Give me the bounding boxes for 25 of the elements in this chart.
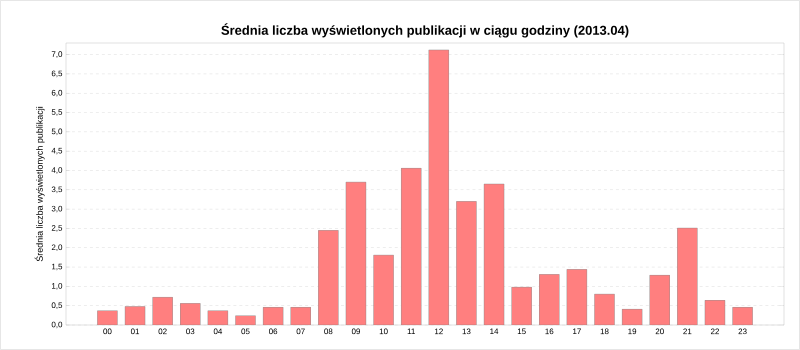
bar — [374, 255, 394, 325]
bar — [318, 230, 338, 325]
bar — [677, 228, 698, 325]
chart-title: Średnia liczba wyświetlonych publikacji w ciągu godziny (2013.04) — [221, 23, 628, 38]
bar — [428, 50, 449, 325]
bar — [180, 303, 200, 325]
bar — [208, 310, 228, 325]
bar — [152, 297, 173, 325]
bar — [594, 294, 615, 325]
bar — [290, 307, 311, 325]
bar — [704, 300, 725, 325]
bar — [650, 275, 670, 325]
bar — [566, 269, 587, 325]
bar — [512, 287, 532, 325]
bar — [539, 274, 560, 325]
bar — [622, 309, 642, 325]
y-axis-title: Średnia liczba wyświetlonych publikacji — [34, 106, 45, 262]
bar — [125, 306, 146, 325]
bar — [263, 307, 284, 325]
bar — [456, 201, 476, 325]
bar — [484, 184, 504, 325]
bar — [346, 182, 366, 325]
bar — [401, 168, 422, 325]
bar — [97, 310, 118, 325]
bar — [732, 307, 753, 325]
